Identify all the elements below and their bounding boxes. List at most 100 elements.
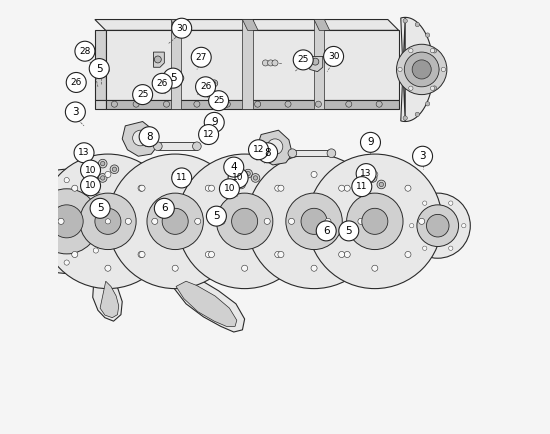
Text: 9: 9 — [367, 137, 374, 148]
Text: 4: 4 — [230, 162, 237, 172]
Circle shape — [171, 75, 178, 82]
Circle shape — [397, 44, 447, 95]
Text: 10: 10 — [232, 174, 244, 182]
Circle shape — [177, 154, 312, 289]
Circle shape — [172, 168, 191, 188]
Circle shape — [80, 193, 136, 250]
Text: 12: 12 — [253, 145, 264, 154]
Circle shape — [255, 101, 261, 107]
Circle shape — [15, 169, 119, 273]
Circle shape — [449, 201, 453, 205]
Polygon shape — [100, 281, 119, 318]
Circle shape — [65, 102, 85, 122]
Circle shape — [288, 218, 295, 224]
Text: 5: 5 — [345, 226, 352, 236]
Circle shape — [377, 180, 386, 189]
Circle shape — [167, 76, 170, 80]
Circle shape — [206, 80, 212, 87]
Circle shape — [101, 161, 105, 166]
Text: 26: 26 — [156, 79, 168, 88]
Circle shape — [405, 185, 411, 191]
Circle shape — [75, 41, 95, 61]
Circle shape — [254, 176, 257, 180]
Circle shape — [173, 76, 176, 80]
Circle shape — [99, 69, 102, 72]
Circle shape — [64, 260, 69, 265]
Circle shape — [58, 218, 64, 224]
Circle shape — [35, 248, 40, 253]
Circle shape — [228, 168, 248, 188]
Circle shape — [208, 185, 214, 191]
Circle shape — [98, 159, 107, 168]
Circle shape — [432, 49, 437, 53]
Polygon shape — [95, 100, 106, 108]
Circle shape — [91, 67, 98, 74]
Text: 28: 28 — [79, 47, 91, 56]
Polygon shape — [67, 208, 431, 234]
Text: 12: 12 — [203, 130, 214, 139]
Text: 8: 8 — [146, 132, 152, 142]
Polygon shape — [171, 20, 186, 30]
Polygon shape — [293, 150, 332, 156]
Text: 26: 26 — [70, 78, 82, 87]
Circle shape — [344, 185, 350, 191]
Text: 27: 27 — [196, 53, 207, 62]
Text: 10: 10 — [85, 166, 96, 174]
Circle shape — [105, 171, 111, 178]
Text: 25: 25 — [298, 56, 309, 64]
Text: 3: 3 — [419, 151, 426, 161]
Circle shape — [372, 171, 378, 178]
Circle shape — [205, 185, 211, 191]
Circle shape — [368, 174, 377, 182]
Circle shape — [80, 160, 101, 180]
Circle shape — [133, 130, 148, 146]
Text: 6: 6 — [161, 203, 168, 214]
Circle shape — [339, 221, 359, 241]
Circle shape — [208, 91, 229, 111]
Circle shape — [315, 101, 321, 107]
Circle shape — [41, 154, 175, 289]
Circle shape — [224, 101, 230, 107]
Text: 9: 9 — [211, 117, 218, 128]
Circle shape — [419, 218, 425, 224]
Circle shape — [288, 149, 296, 158]
Circle shape — [80, 176, 101, 196]
Circle shape — [94, 190, 98, 195]
Circle shape — [191, 47, 211, 67]
Circle shape — [371, 176, 375, 180]
Polygon shape — [106, 100, 399, 108]
Circle shape — [196, 77, 216, 97]
Circle shape — [432, 86, 437, 90]
Polygon shape — [122, 122, 158, 156]
Circle shape — [200, 80, 207, 87]
Circle shape — [105, 265, 111, 271]
Circle shape — [285, 101, 291, 107]
Circle shape — [165, 75, 172, 82]
Circle shape — [74, 143, 94, 163]
Polygon shape — [310, 56, 323, 72]
Circle shape — [417, 205, 459, 247]
Circle shape — [98, 174, 107, 182]
Text: 5: 5 — [96, 63, 102, 74]
Text: 25: 25 — [213, 96, 224, 105]
Circle shape — [293, 50, 313, 70]
Text: 6: 6 — [323, 226, 329, 236]
Polygon shape — [106, 30, 399, 100]
Circle shape — [204, 112, 224, 132]
Circle shape — [339, 185, 345, 191]
Circle shape — [352, 177, 372, 197]
Circle shape — [278, 185, 284, 191]
Circle shape — [379, 182, 383, 187]
Circle shape — [125, 218, 131, 224]
Circle shape — [339, 251, 345, 257]
Circle shape — [152, 73, 172, 93]
Circle shape — [301, 208, 327, 234]
Circle shape — [262, 60, 268, 66]
Circle shape — [112, 101, 118, 107]
Circle shape — [138, 185, 144, 191]
Circle shape — [360, 132, 381, 152]
Circle shape — [237, 180, 245, 189]
Circle shape — [434, 67, 439, 72]
Circle shape — [43, 197, 91, 245]
Circle shape — [278, 251, 284, 257]
